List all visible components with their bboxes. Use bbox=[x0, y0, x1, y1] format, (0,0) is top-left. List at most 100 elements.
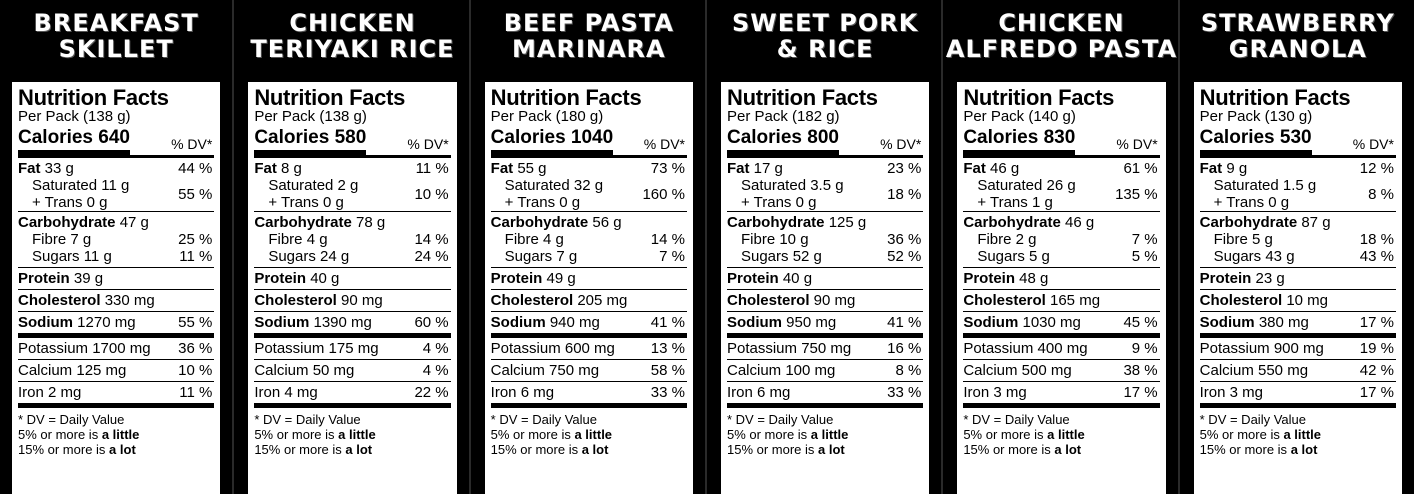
sugars-dv: 7 % bbox=[659, 248, 685, 265]
divider bbox=[254, 403, 451, 408]
trans-row: + Trans 1 g bbox=[963, 194, 1075, 211]
divider bbox=[490, 155, 687, 158]
product-title: CHICKEN TERIYAKI RICE bbox=[236, 0, 468, 80]
sodium-label: Sodium bbox=[963, 314, 1019, 331]
sodium-dv: 17 % bbox=[1359, 314, 1394, 331]
fat-dv: 73 % bbox=[650, 160, 685, 177]
trans-label: + Trans bbox=[268, 194, 319, 211]
saturated-label: Saturated bbox=[977, 177, 1043, 194]
carbohydrate-value: 87 g bbox=[1301, 214, 1331, 231]
trans-row: + Trans 0 g bbox=[18, 194, 129, 211]
protein-label: Protein bbox=[1199, 270, 1252, 287]
calcium-value: 125 mg bbox=[76, 362, 127, 379]
fat-value: 8 g bbox=[281, 160, 302, 177]
fibre-dv: 25 % bbox=[178, 231, 213, 248]
cholesterol-row: Cholesterol 90 mg bbox=[254, 290, 448, 311]
sugars-row: Sugars 5 g 5 % bbox=[963, 248, 1157, 265]
fibre-value: 4 g bbox=[306, 231, 328, 248]
sat-trans-dv: 55 % bbox=[178, 185, 213, 203]
divider bbox=[18, 381, 215, 382]
saturated-value: 2 g bbox=[337, 177, 359, 194]
iron-row: Iron 3 mg 17 % bbox=[963, 382, 1157, 403]
sugars-value: 11 g bbox=[83, 248, 112, 265]
nutrition-facts-label: Nutrition Facts Per Pack (138 g) Calorie… bbox=[246, 80, 459, 494]
divider bbox=[963, 311, 1160, 312]
saturated-row: Saturated 11 g bbox=[18, 177, 129, 194]
calories: Calories 800 bbox=[726, 127, 839, 155]
saturated-row: Saturated 3.5 g bbox=[727, 177, 844, 194]
divider bbox=[254, 359, 451, 360]
fibre-label: Fibre bbox=[504, 231, 539, 248]
sugars-label: Sugars bbox=[977, 248, 1025, 265]
sat-trans-dv: 10 % bbox=[414, 185, 449, 203]
cholesterol-value: 90 mg bbox=[813, 292, 856, 309]
cholesterol-row: Cholesterol 165 mg bbox=[963, 290, 1157, 311]
footnote: * DV = Daily Value 5% or more is a littl… bbox=[254, 412, 448, 457]
footnote-lot: 15% or more is a lot bbox=[490, 442, 609, 457]
product-panel: CHICKEN TERIYAKI RICE Nutrition Facts Pe… bbox=[236, 0, 471, 494]
protein-row: Protein 48 g bbox=[963, 268, 1157, 289]
iron-dv: 22 % bbox=[414, 384, 449, 401]
protein-label: Protein bbox=[726, 270, 779, 287]
sodium-dv: 55 % bbox=[178, 314, 213, 331]
fibre-label: Fibre bbox=[32, 231, 67, 248]
fat-row: Fat 9 g 12 % bbox=[1200, 158, 1394, 177]
carbohydrate-row: Carbohydrate 125 g bbox=[727, 212, 921, 231]
potassium-value: 1700 mg bbox=[92, 340, 151, 357]
calcium-row: Calcium 50 mg 4 % bbox=[254, 360, 448, 381]
carbohydrate-row: Carbohydrate 46 g bbox=[963, 212, 1157, 231]
divider bbox=[254, 267, 451, 268]
product-title-line2: TERIYAKI RICE bbox=[250, 35, 455, 63]
sodium-dv: 60 % bbox=[414, 314, 449, 331]
calcium-dv: 4 % bbox=[422, 362, 449, 379]
sodium-label: Sodium bbox=[1199, 314, 1255, 331]
sugars-label: Sugars bbox=[504, 248, 553, 265]
product-title-line1: CHICKEN bbox=[998, 9, 1125, 37]
iron-label: Iron bbox=[726, 384, 753, 401]
calcium-label: Calcium bbox=[726, 362, 782, 379]
fat-row: Fat 46 g 61 % bbox=[963, 158, 1157, 177]
fat-value: 33 g bbox=[44, 160, 74, 177]
potassium-label: Potassium bbox=[254, 340, 325, 357]
product-panel: BEEF PASTA MARINARA Nutrition Facts Per … bbox=[472, 0, 707, 494]
divider bbox=[726, 359, 924, 360]
divider bbox=[726, 311, 924, 312]
iron-row: Iron 3 mg 17 % bbox=[1200, 382, 1394, 403]
sugars-row: Sugars 43 g 43 % bbox=[1200, 248, 1394, 265]
product-title-line2: & RICE bbox=[776, 35, 874, 63]
dv-header: % DV* bbox=[643, 136, 685, 152]
per-pack: Per Pack (182 g) bbox=[726, 108, 840, 125]
trans-row: + Trans 0 g bbox=[254, 194, 358, 211]
divider bbox=[18, 289, 215, 290]
calories: Calories 530 bbox=[1199, 127, 1312, 155]
product-title-line1: CHICKEN bbox=[289, 9, 416, 37]
calcium-label: Calcium bbox=[1199, 362, 1254, 379]
iron-value: 6 mg bbox=[520, 384, 555, 401]
trans-value: 0 g bbox=[322, 194, 344, 211]
calories: Calories 1040 bbox=[490, 127, 614, 155]
sugars-row: Sugars 52 g 52 % bbox=[727, 248, 921, 265]
divider bbox=[18, 155, 215, 158]
sodium-value: 940 mg bbox=[549, 314, 600, 331]
fibre-value: 5 g bbox=[1252, 231, 1273, 248]
potassium-label: Potassium bbox=[963, 340, 1034, 357]
potassium-row: Potassium 1700 mg 36 % bbox=[18, 338, 212, 359]
product-title-line2: SKILLET bbox=[58, 35, 174, 63]
sugars-row: Sugars 24 g 24 % bbox=[254, 248, 448, 265]
calories: Calories 830 bbox=[963, 127, 1076, 155]
calories-value: 1040 bbox=[570, 127, 614, 148]
sodium-value: 1270 mg bbox=[77, 314, 136, 331]
divider bbox=[963, 267, 1160, 268]
nutrition-facts-label: Nutrition Facts Per Pack (140 g) Calorie… bbox=[955, 80, 1168, 494]
divider bbox=[18, 311, 215, 312]
saturated-row: Saturated 32 g bbox=[491, 177, 603, 194]
iron-dv: 17 % bbox=[1123, 384, 1158, 401]
per-pack: Per Pack (130 g) bbox=[1199, 108, 1313, 125]
cholesterol-label: Cholesterol bbox=[963, 292, 1046, 309]
divider bbox=[1199, 333, 1396, 338]
footnote-little: 5% or more is a little bbox=[1199, 427, 1322, 442]
carbohydrate-value: 46 g bbox=[1065, 214, 1095, 231]
footnote: * DV = Daily Value 5% or more is a littl… bbox=[491, 412, 685, 457]
footnote-dv: * DV = Daily Value bbox=[18, 412, 125, 427]
product-title-line1: BEEF PASTA bbox=[503, 9, 674, 37]
